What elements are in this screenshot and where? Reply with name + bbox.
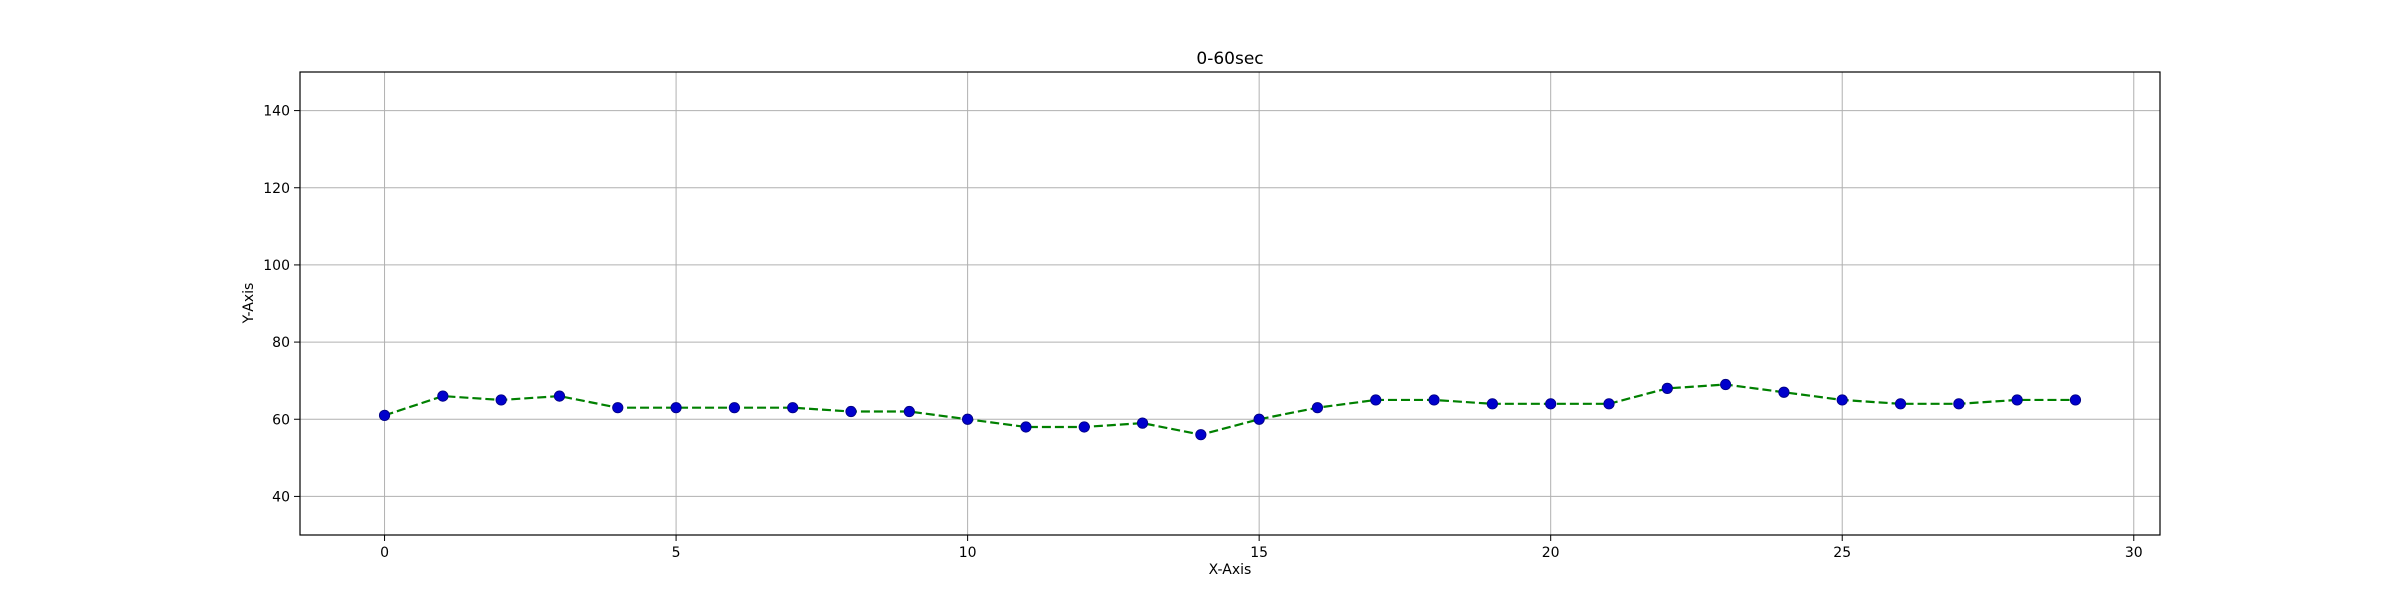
x-tick-label: 10 bbox=[959, 545, 977, 561]
data-point bbox=[1836, 394, 1848, 406]
x-tick-label: 15 bbox=[1250, 545, 1268, 561]
x-tick-label: 20 bbox=[1542, 545, 1560, 561]
data-point bbox=[1953, 398, 1965, 410]
data-point bbox=[903, 405, 915, 418]
data-point bbox=[553, 390, 566, 402]
data-point bbox=[1136, 417, 1149, 429]
data-point bbox=[1078, 421, 1090, 433]
data-point bbox=[787, 402, 799, 414]
data-point bbox=[1195, 429, 1207, 441]
data-point bbox=[495, 394, 507, 406]
data-point bbox=[1778, 386, 1790, 398]
x-tick-label: 30 bbox=[2125, 545, 2143, 561]
data-point bbox=[845, 405, 857, 418]
data-point bbox=[1720, 378, 1732, 391]
chart-title: 0-60sec bbox=[1196, 49, 1263, 69]
y-axis-label: Y-Axis bbox=[241, 283, 257, 325]
plot-frame bbox=[299, 71, 2161, 536]
data-point bbox=[1311, 402, 1324, 414]
x-axis-label: X-Axis bbox=[1209, 562, 1252, 578]
data-point bbox=[2011, 394, 2023, 406]
y-tick-label: 120 bbox=[263, 181, 290, 197]
data-point bbox=[728, 402, 740, 414]
y-tick-label: 60 bbox=[272, 412, 290, 428]
x-tick-label: 5 bbox=[672, 545, 681, 561]
grid-lines bbox=[300, 72, 2160, 535]
data-point bbox=[1894, 398, 1907, 410]
y-tick-label: 100 bbox=[263, 258, 290, 274]
y-tick-label: 80 bbox=[272, 335, 290, 351]
y-tick-label: 140 bbox=[263, 104, 290, 120]
data-point bbox=[1253, 413, 1265, 425]
x-tick-label: 0 bbox=[380, 545, 389, 561]
data-point bbox=[1486, 398, 1498, 410]
data-point bbox=[2069, 394, 2082, 406]
y-tick-label: 40 bbox=[272, 489, 290, 505]
data-point bbox=[1428, 394, 1440, 406]
series-line-layer bbox=[384, 383, 2076, 436]
data-point bbox=[1661, 382, 1673, 394]
data-point bbox=[962, 413, 974, 425]
data-point bbox=[378, 409, 391, 421]
data-point bbox=[1603, 398, 1615, 410]
series-line bbox=[384, 383, 2076, 436]
data-point bbox=[1370, 394, 1382, 406]
data-point bbox=[612, 402, 624, 414]
data-points bbox=[378, 378, 2082, 441]
x-tick-label: 25 bbox=[1833, 545, 1851, 561]
axis-ticks: 0 5 10 15 20 25 30 40 60 80 100 120 140 bbox=[263, 104, 2142, 561]
data-point bbox=[1020, 421, 1032, 433]
data-point bbox=[1545, 398, 1557, 410]
data-point bbox=[437, 390, 449, 402]
data-point bbox=[670, 402, 682, 414]
